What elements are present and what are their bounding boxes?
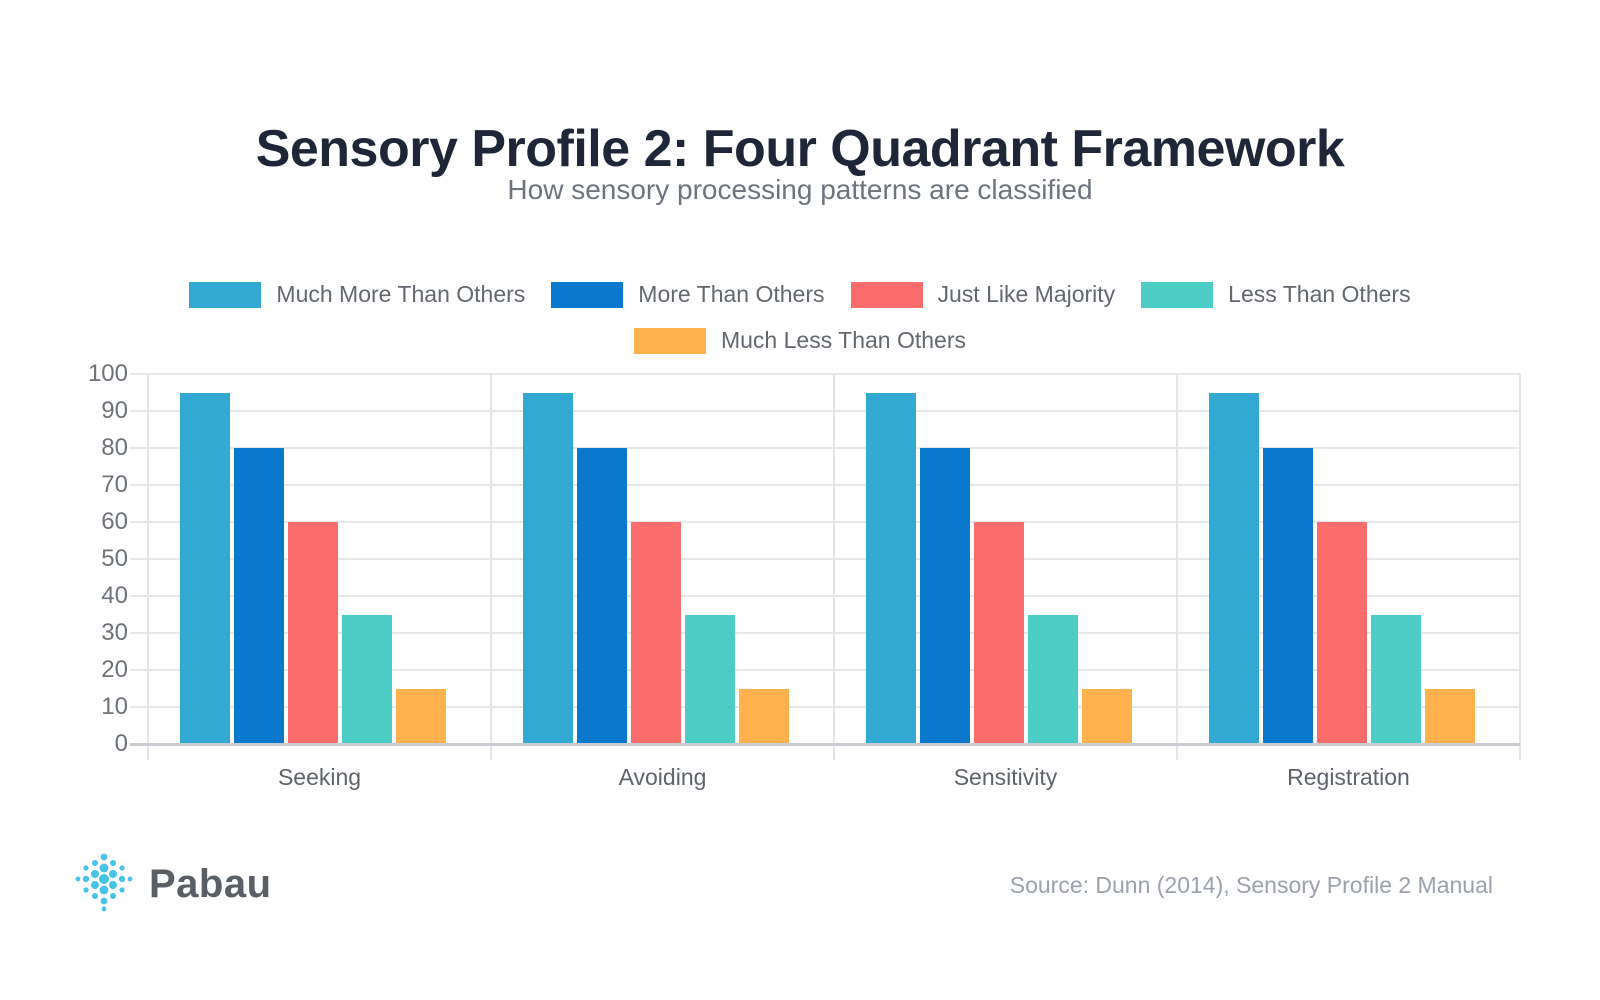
bar-avoiding-less-than-others [685,614,735,744]
bar-avoiding-more-than-others [577,448,627,744]
category-boundary-2 [833,374,835,760]
y-axis-tick-80: 80 [101,434,128,461]
chart-legend-row-1: Much More Than Others More Than Others Jus… [0,281,1600,308]
x-axis-label-sensitivity: Sensitivity [953,764,1058,790]
bar-registration-less-than-others [1371,614,1421,744]
source-note: Source: Dunn (2014), Sensory Profile 2 M… [1009,872,1493,898]
bar-sensitivity-much-less-than-others [1082,688,1132,744]
y-axis-tick-70: 70 [101,471,128,498]
x-axis-line [130,743,1520,746]
bar-sensitivity-just-like-majority [974,522,1024,744]
legend-swatch-less-than-others [1141,281,1214,308]
y-axis-tick-40: 40 [101,582,128,609]
bar-avoiding-just-like-majority [631,522,681,744]
x-axis-label-seeking: Seeking [277,764,362,790]
bar-sensitivity-more-than-others [920,448,970,744]
y-axis-tick-30: 30 [101,619,128,646]
category-boundary-1 [490,374,492,760]
legend-label-much-more-than-others: Much More Than Others [276,281,526,307]
legend-item-less-than-others: Less Than Others [1141,281,1411,308]
gridline-90 [130,410,1520,412]
gridline-100 [130,373,1520,375]
legend-label-much-less-than-others: Much Less Than Others [720,327,967,353]
bar-registration-more-than-others [1263,448,1313,744]
y-axis-line [147,374,149,760]
bar-registration-much-less-than-others [1425,688,1475,744]
bar-sensitivity-much-more-than-others [866,392,916,744]
legend-label-just-like-majority: Just Like Majority [937,281,1116,307]
legend-swatch-much-more-than-others [189,281,262,308]
y-axis-tick-100: 100 [87,360,128,387]
legend-swatch-much-less-than-others [633,327,706,354]
bar-seeking-much-more-than-others [180,392,230,744]
legend-label-less-than-others: Less Than Others [1228,281,1411,307]
pabau-logo: Pabau [72,852,272,916]
legend-item-much-less-than-others: Much Less Than Others [633,327,967,354]
y-axis-tick-90: 90 [101,397,128,424]
legend-label-more-than-others: More Than Others [638,281,825,307]
page-subtitle: How sensory processing patterns are clas… [507,174,1093,205]
page-title: Sensory Profile 2: Four Quadrant Framewo… [255,119,1345,178]
x-axis-label-registration: Registration [1287,764,1410,790]
bar-sensitivity-less-than-others [1028,614,1078,744]
bar-avoiding-much-more-than-others [523,392,573,744]
chart-legend-row-2: Much Less Than Others [0,327,1600,354]
legend-item-much-more-than-others: Much More Than Others [189,281,525,308]
bar-seeking-more-than-others [234,448,284,744]
x-axis-label-avoiding: Avoiding [618,764,707,790]
y-axis-tick-0: 0 [114,730,128,757]
bar-seeking-much-less-than-others [396,688,446,744]
y-axis-tick-60: 60 [101,508,128,535]
legend-swatch-more-than-others [551,281,624,308]
category-boundary-4 [1519,374,1521,760]
gridline-80 [130,447,1520,449]
bar-avoiding-much-less-than-others [739,688,789,744]
gridline-20 [130,669,1520,671]
gridline-30 [130,632,1520,634]
bar-registration-just-like-majority [1317,522,1367,744]
y-axis-tick-50: 50 [101,545,128,572]
legend-item-more-than-others: More Than Others [551,281,825,308]
gridline-10 [130,706,1520,708]
gridline-70 [130,484,1520,486]
pabau-logo-icon [75,853,133,912]
bar-seeking-less-than-others [342,614,392,744]
pabau-logo-text: Pabau [149,861,272,906]
bar-seeking-just-like-majority [288,522,338,744]
gridline-60 [130,521,1520,523]
legend-item-just-like-majority: Just Like Majority [850,281,1116,308]
bar-registration-much-more-than-others [1209,392,1259,744]
legend-swatch-just-like-majority [850,281,923,308]
y-axis-tick-10: 10 [101,693,128,720]
gridline-40 [130,595,1520,597]
y-axis-tick-20: 20 [101,656,128,683]
category-boundary-3 [1176,374,1178,760]
gridline-50 [130,558,1520,560]
